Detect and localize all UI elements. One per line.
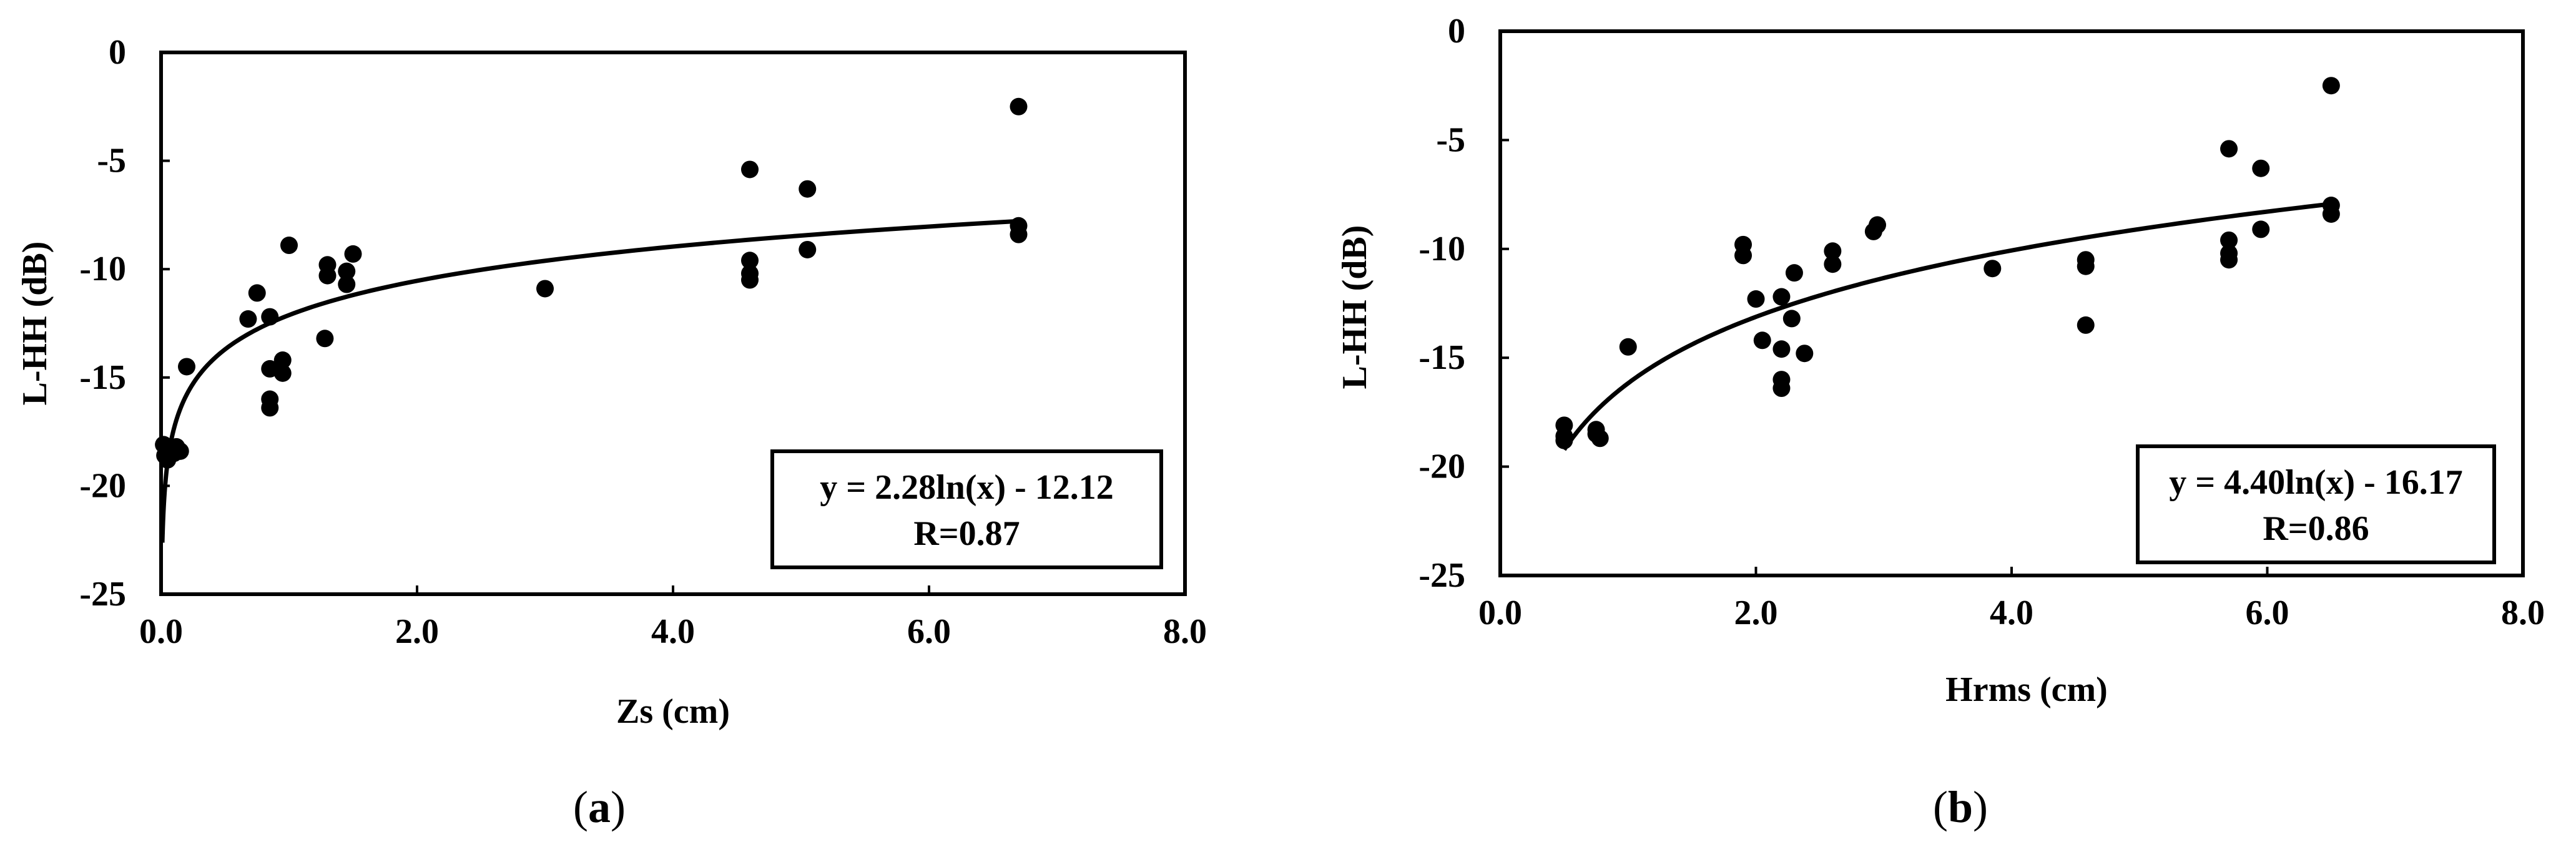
panel-b-caption: (b) [1933, 782, 1988, 832]
panel-b-fit-curve [1562, 202, 2332, 451]
panel-a-data-point [261, 308, 279, 326]
panel-b-data-point [1785, 264, 1803, 282]
panel-b-data-point [1772, 379, 1791, 398]
panel-b-data-point [2322, 205, 2340, 223]
panel-b-x-tick-label: 8.0 [2501, 594, 2545, 632]
panel-a-data-point [741, 160, 759, 179]
panel-a-data-point [316, 330, 334, 348]
panel-b-data-point [2252, 159, 2270, 177]
panel-a-data-point [171, 442, 189, 460]
panel-a-caption: (a) [573, 782, 626, 832]
panel-b-y-tick-label: 0 [1448, 12, 1465, 51]
panel-b-data-point [2220, 140, 2238, 158]
panel-b-y-tick-label: -20 [1418, 448, 1465, 486]
panel-b-data-point [1619, 338, 1637, 356]
panel-a-data-point [344, 245, 362, 263]
panel-a-y-tick-label: -15 [79, 358, 126, 397]
panel-b-data-point [2220, 231, 2238, 249]
panel-a-equation-box [770, 449, 1163, 569]
panel-b-data-point [2077, 316, 2095, 334]
panel-a-x-tick-label: 4.0 [651, 612, 695, 651]
panel-b-y-tick-label: -5 [1436, 120, 1465, 159]
panel-b-data-point [2322, 77, 2340, 95]
panel-a-data-point [536, 280, 554, 298]
panel-a-x-tick-label: 0.0 [139, 612, 183, 651]
panel-b-data-point [1753, 331, 1771, 350]
panel-b-data-point [1796, 345, 1814, 363]
panel-a-data-point [1010, 97, 1028, 115]
panel-a-data-point [248, 284, 266, 302]
panel-a-data-point [280, 237, 298, 255]
panel-a-data-point [239, 310, 257, 328]
panel-a-x-tick-label: 2.0 [395, 612, 439, 651]
panel-a-data-point [338, 275, 356, 293]
panel-a-data-point [273, 364, 292, 382]
panel-b-data-point [1782, 310, 1801, 328]
panel-a-y-tick-label: -5 [97, 142, 126, 180]
panel-a-data-point [318, 267, 337, 285]
panel-b-x-tick-label: 2.0 [1734, 594, 1778, 632]
panel-b-equation-text: y = 4.40ln(x) - 16.17 [2169, 463, 2463, 502]
panel-b-data-point [1747, 290, 1765, 308]
panel-b-data-point [1984, 260, 2002, 278]
panel-b-data-point [2252, 220, 2270, 238]
panel-b-chart: 0.0 2.0 4.0 6.0 8.0 0 -5 -10 -15 -20 -25 Hrms (cm) L… [1335, 12, 2545, 832]
panel-b-x-axis-title: Hrms (cm) [1945, 670, 2108, 709]
panel-a-fit-curve [160, 218, 1019, 543]
panel-a-data-point [1010, 225, 1028, 243]
panel-a-x-tick-label: 6.0 [907, 612, 951, 651]
panel-a-y-tick-label: 0 [109, 33, 126, 72]
panel-a-data-point [338, 262, 356, 280]
panel-a-data-point [799, 240, 817, 258]
panel-b-data-point [1734, 247, 1753, 265]
panel-b-y-tick-label: -15 [1418, 338, 1465, 377]
panel-a-data-point [741, 271, 759, 289]
panel-b-data-point [1772, 340, 1791, 358]
panel-b-data-point [1555, 431, 1573, 449]
panel-b-r-value-text: R=0.86 [2263, 509, 2369, 548]
panel-b-data-point [1824, 255, 1842, 273]
panel-a-x-tick-label: 8.0 [1163, 612, 1207, 651]
panel-b-x-tick-label: 0.0 [1478, 594, 1522, 632]
panel-a-chart: 0.0 2.0 4.0 6.0 8.0 0 -5 -10 -15 -20 -25 Zs (cm) L-H… [16, 33, 1207, 832]
panel-b-data-point [1824, 242, 1842, 260]
panel-a-data-point [273, 351, 292, 370]
panel-a-y-tick-label: -25 [79, 575, 126, 614]
panel-a-y-tick-label: -20 [79, 466, 126, 505]
panel-a-r-value-text: R=0.87 [913, 514, 1020, 553]
panel-a-data-point [178, 358, 195, 376]
panel-b-data-point [1591, 429, 1609, 448]
panel-a-data-point [261, 399, 279, 417]
panel-b-y-tick-label: -25 [1418, 556, 1465, 595]
panel-b-data-point [2220, 251, 2238, 269]
panel-b-x-tick-label: 6.0 [2246, 594, 2289, 632]
panel-b-y-tick-label: -10 [1418, 230, 1465, 268]
panel-a-y-tick-label: -10 [79, 250, 126, 288]
panel-b-x-tick-label: 4.0 [1990, 594, 2033, 632]
panel-a-y-axis-title: L-HH (dB) [16, 242, 54, 406]
panel-b-data-point [1772, 288, 1791, 306]
panel-b-data-point [2077, 257, 2095, 275]
panel-a-data-point [799, 180, 817, 198]
panel-b-data-point [1869, 216, 1887, 234]
panel-a-x-axis-title: Zs (cm) [616, 692, 730, 731]
panel-b-y-axis-title: L-HH (dB) [1335, 225, 1374, 389]
panel-b-equation-box [2136, 444, 2496, 564]
panel-a-equation-text: y = 2.28ln(x) - 12.12 [820, 468, 1114, 507]
panel-a-data-point [741, 252, 759, 270]
